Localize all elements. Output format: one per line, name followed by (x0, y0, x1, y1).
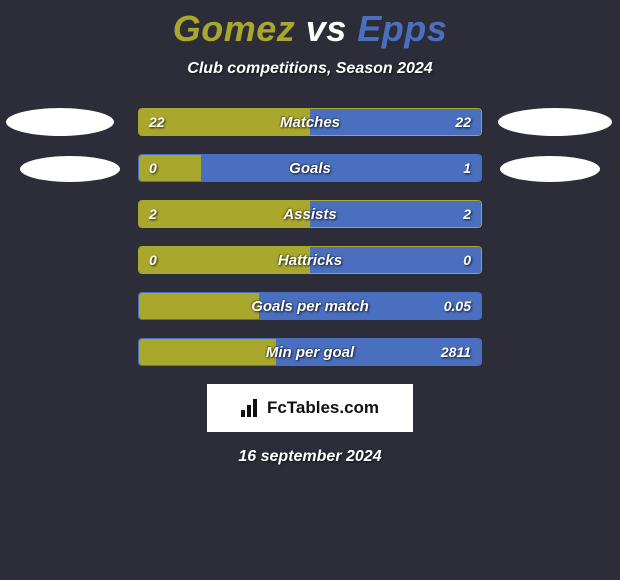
subtitle: Club competitions, Season 2024 (0, 60, 620, 78)
player-left-name: Gomez (173, 8, 296, 49)
stat-row: Assists2 2 (138, 200, 482, 228)
comparison-chart: Matches2222Goals01Assists22Hattricks00Go… (0, 108, 620, 366)
stat-row: Matches22 22 (138, 108, 482, 136)
stat-label: Hattricks (139, 247, 481, 273)
stat-value-right: 0.05 (444, 293, 471, 319)
stat-value-right: 2 (463, 201, 471, 227)
stat-value-left: 22 (149, 109, 165, 135)
brand-text: FcTables.com (267, 398, 379, 418)
stat-value-left: 2 (149, 201, 157, 227)
stat-value-left: 0 (149, 155, 157, 181)
stat-value-right: 0 (463, 247, 471, 273)
stat-row: Goals0 1 (138, 154, 482, 182)
stat-value-left: 0 (149, 247, 157, 273)
page-title: Gomez vs Epps (0, 0, 620, 50)
player-badge-ellipse (498, 108, 612, 136)
stat-row: Goals per match0.05 (138, 292, 482, 320)
stat-label: Min per goal (139, 339, 481, 365)
stat-label: Goals (139, 155, 481, 181)
brand-box[interactable]: FcTables.com (207, 384, 413, 432)
stat-label: Matches (139, 109, 481, 135)
stat-label: Goals per match (139, 293, 481, 319)
stat-label: Assists (139, 201, 481, 227)
player-badge-ellipse (6, 108, 114, 136)
player-badge-ellipse (500, 156, 600, 182)
bars-icon (241, 399, 261, 417)
stat-row: Min per goal2811 (138, 338, 482, 366)
stat-row: Hattricks0 0 (138, 246, 482, 274)
stat-value-right: 22 (455, 109, 471, 135)
stat-value-right: 2811 (441, 339, 471, 365)
player-badge-ellipse (20, 156, 120, 182)
footer-date: 16 september 2024 (0, 448, 620, 466)
player-right-name: Epps (357, 8, 447, 49)
vs-text: vs (295, 8, 357, 49)
stat-value-right: 1 (463, 155, 471, 181)
